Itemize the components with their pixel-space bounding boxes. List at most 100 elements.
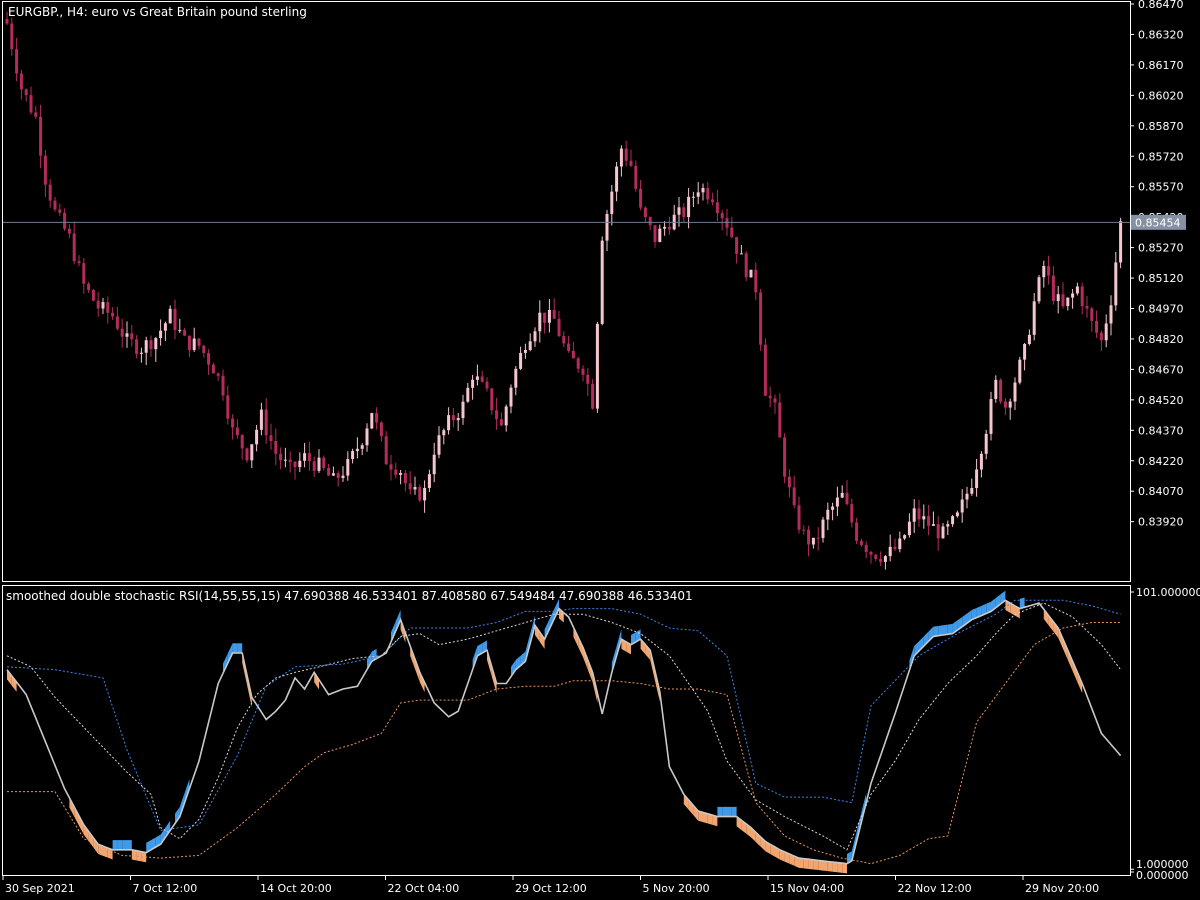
signal-fill xyxy=(539,632,545,649)
price-tick-label: 0.84670 xyxy=(1138,363,1184,376)
signal-fill xyxy=(847,851,852,864)
candle xyxy=(811,537,815,549)
signal-fill xyxy=(698,811,703,823)
candle xyxy=(946,520,950,536)
signal-fill xyxy=(127,840,132,850)
candle xyxy=(293,460,297,480)
candle xyxy=(600,236,604,326)
candle xyxy=(154,336,158,362)
candle xyxy=(298,452,302,473)
candle xyxy=(96,291,100,317)
signal-fill xyxy=(11,675,17,692)
candle xyxy=(586,367,590,396)
candle xyxy=(826,502,830,531)
candle xyxy=(903,534,907,541)
time-tick-label: 7 Oct 12:00 xyxy=(133,882,198,895)
candle xyxy=(840,485,844,499)
signal-fill xyxy=(1048,615,1054,632)
candle xyxy=(322,455,326,471)
candle xyxy=(787,469,791,498)
time-tick-label: 29 Oct 12:00 xyxy=(515,882,587,895)
candle xyxy=(922,504,926,529)
price-axis: 0.86470 0.86320 0.86170 0.86020 0.85870 0.857… xyxy=(1130,0,1184,529)
signal-fill xyxy=(146,840,151,853)
signal-fill xyxy=(511,659,516,677)
candle xyxy=(768,386,772,408)
signal-fill xyxy=(232,643,238,653)
candle xyxy=(931,511,935,526)
candle xyxy=(984,429,988,460)
candle xyxy=(831,502,835,521)
current-price-label: 0.85454 xyxy=(1135,216,1181,229)
candle xyxy=(48,179,52,208)
signal-fill xyxy=(818,860,823,871)
candle xyxy=(168,305,172,324)
signal-fill xyxy=(971,607,977,620)
candle xyxy=(763,338,767,397)
signal-fill xyxy=(727,806,732,817)
candle xyxy=(288,451,292,473)
candle xyxy=(1051,266,1055,305)
signal-fill xyxy=(837,862,843,873)
signal-fill xyxy=(367,651,372,670)
candle xyxy=(312,456,316,477)
price-tick-label: 0.84220 xyxy=(1138,455,1184,468)
candle xyxy=(499,412,503,427)
indicator-pane[interactable]: smoothed double stochastic RSI(14,55,55,… xyxy=(2,585,1200,883)
candle xyxy=(10,17,14,56)
candle xyxy=(115,306,119,331)
candle xyxy=(639,179,643,211)
candle xyxy=(72,221,76,265)
signal-fill xyxy=(799,858,804,869)
candle xyxy=(547,299,551,333)
candle xyxy=(1042,260,1046,288)
candle xyxy=(432,442,436,483)
candle xyxy=(749,269,753,278)
candle xyxy=(643,206,647,223)
candle xyxy=(917,499,921,527)
signal-fill xyxy=(573,627,579,647)
price-pane-title: EURGBP., H4: euro vs Great Britain pound… xyxy=(8,5,307,19)
candle xyxy=(216,372,220,381)
candle xyxy=(691,191,695,208)
candle xyxy=(360,443,364,456)
candle xyxy=(1085,296,1089,318)
time-tick-label: 29 Nov 20:00 xyxy=(1025,882,1099,895)
candle xyxy=(379,421,383,442)
candle xyxy=(821,516,825,543)
signal-fill xyxy=(477,643,483,656)
candle xyxy=(994,375,998,403)
signal-fill xyxy=(544,619,550,640)
signal-fill xyxy=(794,856,799,868)
signal-fill xyxy=(122,840,127,850)
candle xyxy=(466,382,470,403)
signal-fill xyxy=(827,861,833,872)
signal-fill xyxy=(703,812,708,824)
candle xyxy=(197,337,201,350)
signal-fill xyxy=(938,625,943,636)
candle xyxy=(687,187,691,229)
signal-fill xyxy=(803,858,809,869)
candle xyxy=(1104,314,1108,348)
rsi-line xyxy=(6,599,1122,865)
candle xyxy=(144,336,148,366)
candle xyxy=(91,288,95,302)
candle xyxy=(850,498,854,528)
price-pane[interactable]: EURGBP., H4: euro vs Great Britain pound… xyxy=(2,0,1187,582)
signal-fill xyxy=(1015,605,1020,619)
candle xyxy=(327,463,331,476)
candle xyxy=(53,196,57,212)
signal-fill xyxy=(943,624,948,635)
time-tick-label: 30 Sep 2021 xyxy=(5,882,75,895)
signal-fill xyxy=(165,820,171,838)
signal-fill xyxy=(482,640,487,653)
candle xyxy=(936,515,940,551)
candle xyxy=(816,527,820,551)
candle xyxy=(19,69,23,100)
candle xyxy=(389,454,393,481)
candle xyxy=(130,325,134,347)
candle xyxy=(509,384,513,414)
candle xyxy=(87,281,91,293)
